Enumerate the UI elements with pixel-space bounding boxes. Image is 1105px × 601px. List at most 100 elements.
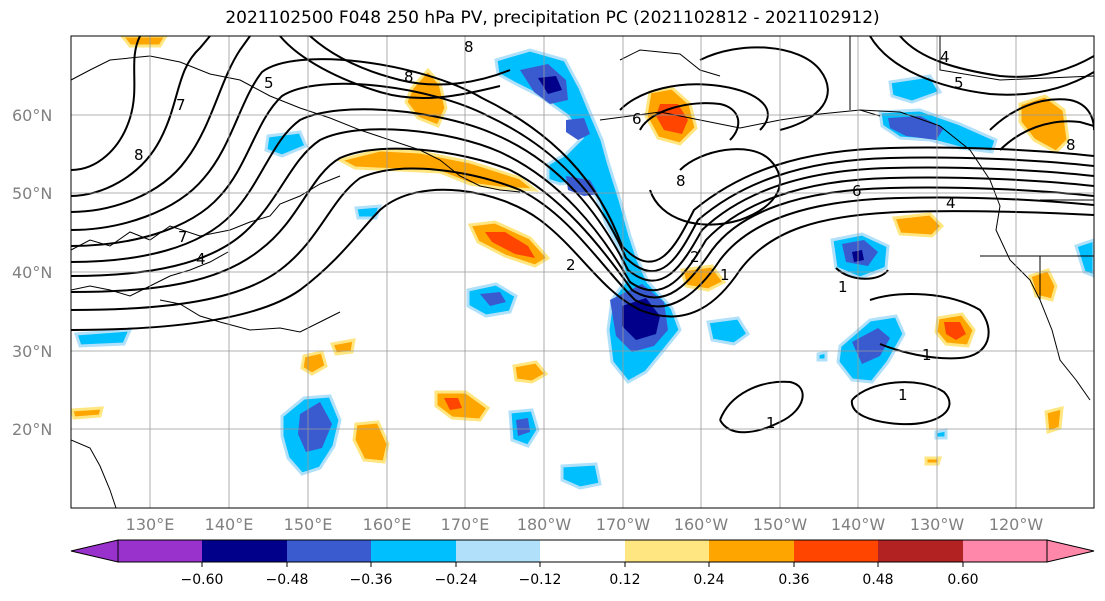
- contour-label: 5: [264, 74, 274, 92]
- contour-label: 1: [720, 266, 730, 284]
- colorbar-swatch: [878, 540, 963, 562]
- colorbar-swatch: [540, 540, 625, 562]
- colorbar-tick-label: 0.60: [947, 572, 978, 588]
- pv-contours: [71, 36, 1094, 434]
- precip-blob: [560, 462, 602, 490]
- contour-label: 7: [178, 228, 188, 246]
- precip-blob: [444, 398, 462, 410]
- precip-blob: [485, 232, 535, 258]
- lon-label: 170°W: [596, 515, 651, 534]
- precip-blob: [566, 118, 590, 140]
- colorbar-swatch: [202, 540, 287, 562]
- contour-label: 6: [852, 182, 862, 200]
- precip-blob: [622, 298, 660, 340]
- contour-label: 8: [1066, 136, 1076, 154]
- precip-blob: [120, 36, 168, 48]
- precip-blob: [934, 428, 948, 440]
- lon-label: 150°W: [753, 515, 808, 534]
- contour-label: 2: [566, 256, 576, 274]
- colorbar-swatch: [963, 540, 1047, 562]
- colorbar-extend-low: [70, 539, 119, 563]
- precip-blob: [352, 420, 390, 464]
- precip-blob: [354, 204, 383, 220]
- precip-blob: [1074, 238, 1094, 278]
- lon-label: 140°E: [205, 515, 254, 534]
- contour-label: 2: [690, 248, 700, 266]
- precip-blob: [816, 350, 828, 362]
- colorbar-swatch: [287, 540, 371, 562]
- pv-contour: [71, 82, 1094, 272]
- precip-blob: [512, 360, 549, 384]
- colorbar-tick-label: −0.36: [350, 572, 393, 588]
- lat-label: 50°N: [12, 184, 52, 203]
- colorbar-swatch: [371, 540, 456, 562]
- lat-label: 60°N: [12, 106, 52, 125]
- colorbar-tick-label: 0.48: [862, 572, 893, 588]
- lon-label: 180°W: [517, 515, 572, 534]
- pv-contour: [71, 167, 1094, 311]
- contour-label: 4: [196, 250, 206, 268]
- colorbar-tick-label: 0.24: [693, 572, 724, 588]
- colorbar-tick-label: −0.60: [181, 572, 224, 588]
- precip-blob: [480, 292, 506, 306]
- pv-contour: [835, 267, 889, 280]
- pv-contour: [869, 36, 1094, 96]
- contour-labels: 7 5 8 4 7 8 8 2 1 2 8 6 6 4 5 4 8 1 1 1 …: [134, 38, 1076, 432]
- lon-label: 170°E: [441, 515, 490, 534]
- contour-label: 7: [176, 96, 186, 114]
- lat-label: 30°N: [12, 342, 52, 361]
- pv-contour: [309, 36, 511, 86]
- contour-label: 4: [946, 194, 956, 212]
- lon-axis: 130°E 140°E 150°E 160°E 170°E 180°W 170°…: [126, 515, 1044, 534]
- contour-label: 6: [632, 110, 642, 128]
- pv-contour: [71, 188, 1094, 331]
- precip-blob: [852, 328, 890, 364]
- contour-label: 1: [898, 386, 908, 404]
- pv-contour: [619, 83, 769, 131]
- lon-label: 160°W: [674, 515, 729, 534]
- graticule: [71, 36, 1094, 508]
- colorbar-frame: [117, 539, 1048, 563]
- colorbar-tick-label: 0.12: [609, 572, 640, 588]
- contour-label: 8: [676, 172, 686, 190]
- map-frame: [70, 35, 1095, 509]
- pv-contour: [649, 148, 781, 226]
- pv-contour: [71, 58, 1094, 263]
- colorbar-tick-label: 0.36: [778, 572, 809, 588]
- lat-label: 20°N: [12, 420, 52, 439]
- colorbar-swatch: [456, 540, 540, 562]
- pv-contour: [71, 147, 1094, 299]
- lon-label: 130°W: [910, 515, 965, 534]
- pv-contour: [71, 108, 1094, 282]
- precip-blob: [329, 338, 356, 356]
- colorbar-extend-high: [1046, 539, 1095, 563]
- contour-label: 8: [134, 146, 144, 164]
- lon-label: 120°W: [989, 515, 1044, 534]
- contour-label: 1: [766, 414, 776, 432]
- colorbar: −0.60 −0.48 −0.36 −0.24 −0.12 0.12 0.24 …: [70, 539, 1095, 588]
- precip-blob: [73, 328, 133, 348]
- pv-contour: [999, 120, 1094, 151]
- colorbar-swatch: [118, 540, 202, 562]
- precip-blob: [1044, 406, 1064, 435]
- lon-label: 150°E: [284, 515, 333, 534]
- pv-contour: [71, 36, 251, 213]
- colorbar-tick-label: −0.24: [435, 572, 478, 588]
- lon-label: 160°E: [363, 515, 412, 534]
- pv-contour: [989, 98, 1094, 131]
- pv-contour: [719, 380, 804, 434]
- pv-contour: [71, 36, 141, 171]
- pv-contour: [71, 36, 211, 197]
- lon-label: 130°E: [126, 515, 175, 534]
- contour-label: 4: [940, 48, 950, 66]
- map-title: 2021102500 F048 250 hPa PV, precipitatio…: [225, 8, 880, 28]
- colorbar-tick-label: −0.12: [519, 572, 562, 588]
- precip-blob: [264, 130, 308, 158]
- precip-blob: [71, 406, 104, 420]
- contour-label: 1: [922, 346, 932, 364]
- precip-blob: [516, 418, 530, 436]
- pv-contour: [850, 381, 951, 426]
- lat-label: 40°N: [12, 263, 52, 282]
- colorbar-swatch: [625, 540, 709, 562]
